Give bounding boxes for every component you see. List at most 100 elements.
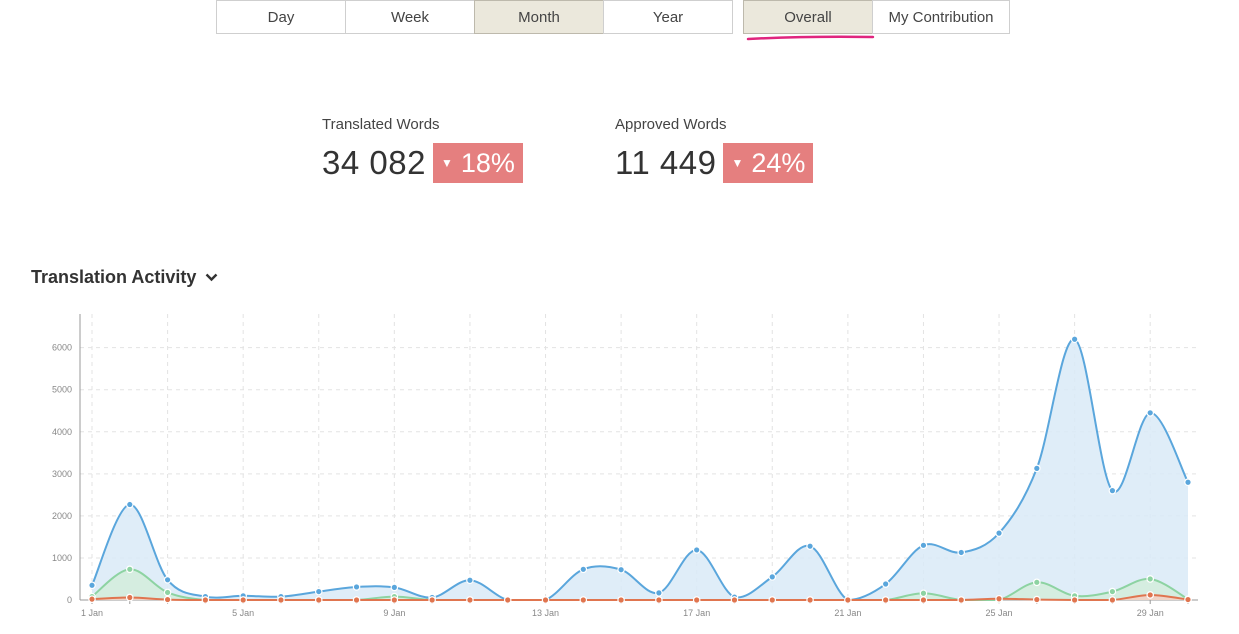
data-point-0 — [617, 565, 625, 574]
data-point-2 — [201, 596, 210, 604]
series-line-0 — [91, 338, 1189, 602]
data-point-2 — [768, 596, 777, 604]
data-point-1 — [919, 589, 928, 598]
x-tick-label: 25 Jan — [986, 608, 1013, 618]
chevron-down-icon[interactable] — [205, 273, 218, 282]
y-tick-label: 4000 — [52, 427, 72, 437]
data-point-0 — [655, 589, 663, 597]
translated-change-value: 18% — [460, 147, 515, 178]
data-point-2 — [88, 595, 96, 603]
data-point-2 — [1146, 591, 1155, 599]
x-tick-label: 5 Jan — [232, 608, 254, 618]
data-point-2 — [503, 596, 512, 604]
period-selector: Day Week Month Year — [216, 0, 733, 34]
data-point-2 — [428, 596, 436, 604]
tab-my-contribution[interactable]: My Contribution — [872, 0, 1010, 34]
data-point-2 — [844, 596, 852, 604]
tab-week[interactable]: Week — [345, 0, 475, 34]
x-tick-label: 17 Jan — [683, 608, 710, 618]
translated-words-value: 34 082 — [322, 144, 426, 181]
y-tick-label: 3000 — [52, 469, 72, 479]
data-point-0 — [692, 546, 701, 554]
data-point-1 — [1033, 578, 1041, 587]
section-title[interactable]: Translation Activity — [31, 267, 218, 288]
data-point-0 — [919, 541, 928, 550]
data-point-2 — [881, 596, 890, 604]
y-tick-label: 1000 — [52, 553, 72, 563]
approved-words-label: Approved Words — [615, 116, 727, 133]
data-point-2 — [806, 596, 814, 604]
data-point-2 — [617, 596, 625, 604]
data-point-0 — [314, 587, 323, 596]
approved-words-stat: Approved Words 11 449 ▼ 24% — [615, 116, 814, 183]
data-point-0 — [1070, 335, 1079, 344]
data-point-1 — [125, 565, 134, 574]
down-triangle-icon: ▼ — [731, 156, 744, 170]
data-point-0 — [579, 565, 588, 574]
data-point-2 — [579, 596, 588, 604]
data-point-0 — [163, 576, 172, 584]
data-point-0 — [957, 548, 966, 557]
data-point-0 — [390, 583, 399, 592]
y-tick-label: 6000 — [52, 343, 72, 353]
data-point-0 — [466, 576, 474, 585]
data-point-0 — [806, 542, 814, 550]
data-point-0 — [1033, 464, 1041, 473]
down-triangle-icon: ▼ — [440, 156, 453, 170]
tab-year[interactable]: Year — [603, 0, 733, 34]
data-point-0 — [1184, 478, 1192, 487]
data-point-0 — [1108, 486, 1117, 495]
data-point-2 — [919, 596, 928, 604]
data-point-2 — [277, 596, 285, 604]
approved-words-value: 11 449 — [615, 144, 717, 181]
data-point-2 — [692, 596, 701, 604]
scope-selector: Overall My Contribution — [743, 0, 1010, 34]
data-point-2 — [541, 596, 550, 604]
x-tick-label: 1 Jan — [81, 608, 103, 618]
data-point-2 — [239, 596, 247, 604]
data-point-2 — [957, 596, 966, 604]
data-point-1 — [163, 588, 172, 597]
tab-day[interactable]: Day — [216, 0, 346, 34]
data-point-2 — [1184, 595, 1192, 604]
data-point-2 — [995, 594, 1003, 603]
x-tick-label: 21 Jan — [834, 608, 861, 618]
approved-change-value: 24% — [751, 147, 806, 178]
data-point-2 — [390, 596, 399, 604]
y-tick-label: 0 — [67, 595, 72, 605]
data-point-0 — [88, 581, 96, 590]
data-point-0 — [881, 580, 890, 588]
approved-change-badge: ▼ 24% — [723, 143, 814, 183]
series-area-0 — [92, 339, 1188, 600]
translation-activity-chart: 0 1000 2000 3000 4000 5000 6000 1 Jan 5 Jan 9 Jan… — [52, 314, 1198, 618]
data-point-2 — [1108, 596, 1117, 604]
data-point-2 — [314, 596, 323, 604]
data-point-2 — [1070, 596, 1079, 604]
translated-words-stat: Translated Words 34 082 ▼ 18% — [322, 116, 523, 183]
section-title-text: Translation Activity — [31, 267, 197, 287]
data-point-2 — [163, 595, 172, 604]
y-tick-label: 2000 — [52, 511, 72, 521]
data-point-2 — [125, 593, 134, 602]
data-point-0 — [352, 583, 361, 591]
tab-month[interactable]: Month — [474, 0, 604, 34]
data-point-2 — [466, 596, 474, 604]
data-point-2 — [1033, 595, 1041, 604]
y-tick-label: 5000 — [52, 385, 72, 395]
data-point-0 — [1146, 409, 1155, 417]
x-tick-label: 29 Jan — [1137, 608, 1164, 618]
overall-underline-mark — [746, 35, 875, 41]
tab-overall[interactable]: Overall — [743, 0, 873, 34]
x-tick-label: 13 Jan — [532, 608, 559, 618]
translated-change-badge: ▼ 18% — [432, 143, 523, 183]
data-point-2 — [730, 596, 739, 604]
data-point-2 — [352, 596, 361, 604]
data-point-0 — [768, 573, 777, 581]
data-point-1 — [1108, 587, 1117, 596]
data-point-0 — [995, 529, 1003, 537]
translated-words-label: Translated Words — [322, 116, 440, 133]
data-point-2 — [655, 596, 663, 604]
data-point-1 — [1146, 575, 1155, 583]
x-tick-label: 9 Jan — [383, 608, 405, 618]
data-point-0 — [125, 500, 134, 509]
